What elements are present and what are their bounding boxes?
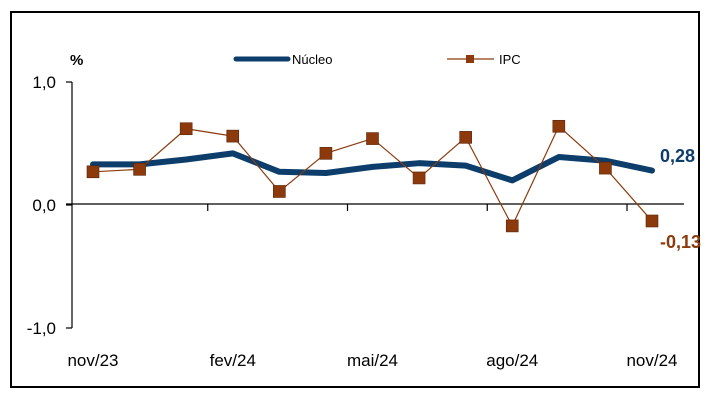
ipc-point [86, 165, 100, 179]
x-ticks: nov/23 fev/24 mai/24 ago/24 nov/24 [67, 204, 678, 370]
end-value-label-nucleo: 0,28 [660, 146, 695, 166]
y-ticks: 1,0 0,0 -1,0 [27, 73, 72, 338]
end-labels: 0,28 -0,13 [660, 146, 701, 252]
series-layer [86, 119, 659, 233]
ipc-point [273, 185, 286, 198]
ipc-point [226, 129, 240, 143]
x-tick-label: nov/24 [626, 351, 677, 370]
ipc-point [599, 161, 612, 175]
legend-marker-ipc [466, 55, 474, 63]
legend-item-ipc: IPC [447, 52, 521, 67]
end-value-label-ipc: -0,13 [660, 232, 701, 252]
x-tick-label: nov/23 [67, 351, 118, 370]
legend-label-ipc: IPC [499, 52, 521, 67]
y-tick-label: 0,0 [32, 196, 56, 215]
legend-label-nucleo: Núcleo [292, 52, 332, 67]
legend: Núcleo IPC [233, 52, 521, 67]
y-tick-label: 1,0 [32, 73, 56, 92]
y-unit-label: % [70, 52, 83, 69]
ipc-point [179, 122, 193, 136]
ipc-point [552, 119, 566, 133]
ipc-point [319, 147, 333, 160]
y-tick-label: -1,0 [27, 319, 56, 338]
ipc-point [366, 132, 379, 145]
x-tick-label: fev/24 [210, 351, 256, 370]
ipc-point [412, 171, 426, 185]
ipc-point [133, 163, 146, 176]
x-tick-label: ago/24 [486, 351, 538, 370]
ipc-point [459, 131, 472, 144]
chart-border [10, 11, 700, 388]
ipc-point [505, 219, 519, 233]
legend-item-nucleo: Núcleo [233, 52, 332, 67]
ipc-point [645, 214, 659, 228]
x-tick-label: mai/24 [347, 351, 398, 370]
series-line-nucleo [90, 150, 655, 184]
